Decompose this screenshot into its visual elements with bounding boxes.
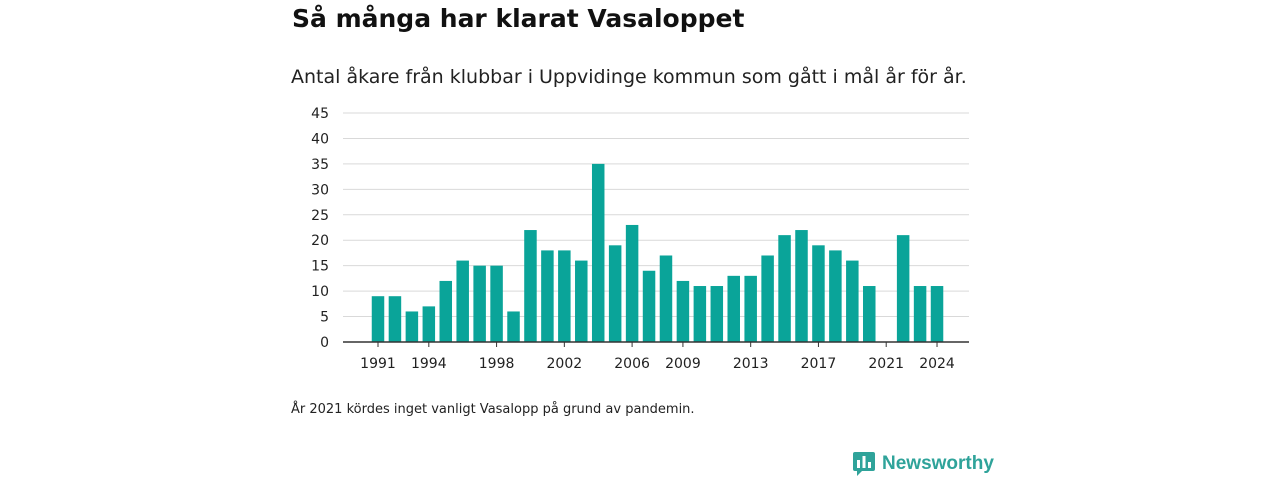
y-tick-label: 5 [320,310,329,326]
x-tick-label: 2021 [868,356,904,372]
bar [608,245,622,342]
x-tick-label: 1994 [411,356,447,372]
x-tick-label: 2024 [919,356,955,372]
y-tick-label: 45 [311,106,329,122]
bar [558,250,571,342]
bar [642,270,656,342]
y-tick-label: 30 [311,182,329,198]
y-tick-label: 10 [311,284,329,300]
bar [439,280,453,342]
bar [659,255,673,342]
bar [863,286,876,342]
bar [778,235,791,342]
bar [371,296,385,342]
bar [456,260,469,342]
bar [761,255,774,342]
chart-title: Så många har klarat Vasaloppet [292,4,745,33]
bar [829,250,842,342]
x-tick-label: 2017 [801,356,837,372]
bar [795,230,808,342]
brand-name: Newsworthy [882,453,994,474]
y-tick-label: 20 [311,233,329,249]
footnote: År 2021 kördes inget vanligt Vasalopp på… [291,402,695,417]
y-tick-label: 15 [311,259,329,275]
x-tick-label: 2009 [665,356,701,372]
bar [913,286,927,342]
bar [930,286,944,342]
bar [507,311,520,342]
bar [744,275,757,342]
x-tick-label: 2002 [547,356,583,372]
bar [422,306,436,342]
x-tick-label: 1991 [360,356,396,372]
bar [846,260,859,342]
x-tick-label: 2013 [733,356,769,372]
y-tick-label: 35 [311,157,329,173]
bar-chart: 0 5 10 15 20 25 30 35 40 45 1991 1994 1998 2002 2006 20… [311,106,969,372]
y-tick-label: 40 [311,131,329,147]
bar [591,163,605,342]
bar [896,235,910,342]
bar [727,275,740,342]
y-tick-label: 0 [320,335,329,351]
x-tick-label: 1998 [479,356,515,372]
bar [676,280,690,342]
bar [524,230,537,342]
axes: 0 5 10 15 20 25 30 35 40 45 1991 1994 1998 2002 2006 20… [311,106,969,372]
bar [625,224,639,342]
bar [812,245,825,342]
bar [575,260,588,342]
bar [405,311,419,342]
bar [693,286,707,342]
bar [541,250,554,342]
bar [490,265,503,342]
bar [388,296,402,342]
chart-subtitle: Antal åkare från klubbar i Uppvidinge ko… [291,66,967,88]
y-tick-label: 25 [311,208,329,224]
x-tick-label: 2006 [614,356,650,372]
bar [710,286,724,342]
brand-logo: Newsworthy [853,452,994,476]
bars [371,163,944,342]
bar [473,265,486,342]
bar-chart-speech-bubble-icon [853,452,875,476]
